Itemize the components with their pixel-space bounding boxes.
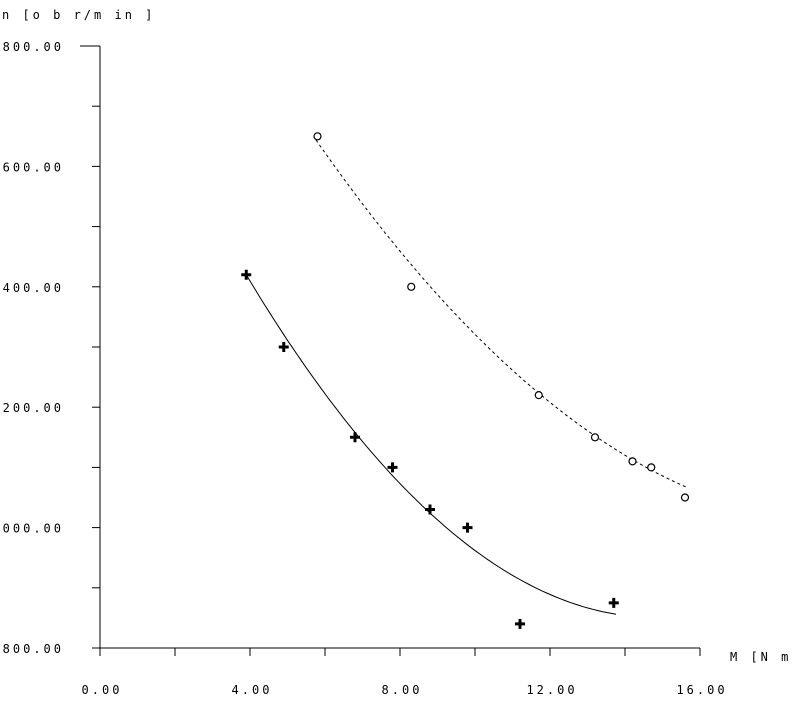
y-tick-label: 1200.00 [0, 401, 64, 415]
y-tick-label: 1000.00 [0, 522, 64, 536]
plus-marker [608, 597, 619, 608]
y-tick-label: 1600.00 [0, 160, 64, 174]
plus-marker [350, 432, 360, 443]
axes [80, 45, 701, 656]
fit-curve-series-2 [315, 139, 688, 488]
plus-marker-shape [608, 597, 619, 608]
plus-marker-shape [515, 618, 525, 629]
plus-marker-shape [387, 462, 398, 473]
circle-marker [680, 493, 690, 502]
fit-curves [245, 139, 688, 615]
plus-marker-shape [425, 504, 435, 515]
plus-marker [425, 504, 435, 515]
plus-marker [278, 342, 289, 352]
plus-marker [462, 522, 473, 533]
x-axis-label: M [N m ] [730, 650, 792, 664]
circle-marker [628, 457, 637, 466]
fit-curve-series-1 [245, 274, 617, 615]
plus-marker [387, 462, 398, 473]
x-tick-label: 8.00 [382, 683, 423, 697]
y-tick-label: 1400.00 [0, 281, 64, 295]
x-tick-label: 0.00 [82, 683, 123, 697]
circle-marker [407, 282, 416, 291]
plus-marker-shape [241, 269, 252, 280]
plus-marker-shape [462, 522, 473, 533]
x-tick-label: 4.00 [232, 683, 273, 697]
circle-marker [647, 463, 656, 472]
plus-marker-shape [350, 432, 360, 443]
data-points [241, 132, 690, 629]
x-tick-label: 12.00 [526, 683, 577, 697]
plus-marker [515, 618, 525, 629]
plus-marker [241, 269, 252, 280]
x-tick-label: 16.00 [676, 683, 727, 697]
y-tick-label: 1800.00 [0, 40, 64, 54]
tick-labels: 800.00 1000.00 1200.00 1400.00 1600.00 1800.0… [0, 40, 727, 697]
plus-marker-shape [278, 342, 289, 352]
circle-marker [534, 391, 543, 400]
y-axis-label: n [o b r/m in ] [2, 8, 155, 22]
circle-marker [313, 132, 322, 141]
y-tick-label: 800.00 [3, 642, 64, 656]
circle-marker [590, 433, 600, 442]
